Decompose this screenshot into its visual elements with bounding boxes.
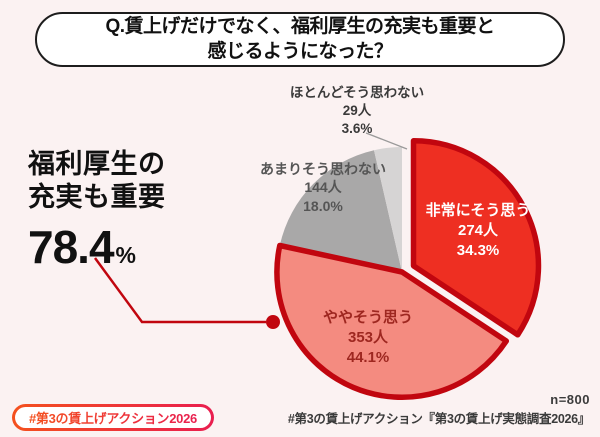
footer-source: n=800 #第3の賃上げアクション『第3の賃上げ実態調査2026』 xyxy=(288,392,590,427)
slice-name: 非常にそう思う xyxy=(425,202,531,219)
slice-pct: 3.6% xyxy=(341,120,373,136)
slice-name: あまりそう思わない xyxy=(260,161,386,177)
slice-label-somewhat-disagree: あまりそう思わない 144人 18.0% xyxy=(260,160,386,215)
pie-slice xyxy=(274,242,510,400)
slice-name: ややそう思う xyxy=(322,309,414,326)
slice-pct: 34.3% xyxy=(456,241,500,259)
small-slice-leader-line xyxy=(365,132,408,150)
highlight-percentage-unit: % xyxy=(115,241,136,268)
slice-count: 29人 xyxy=(342,102,372,118)
slice-label-strongly-agree: 非常にそう思う 274人 34.3% xyxy=(426,201,531,260)
slice-pct: 18.0% xyxy=(303,197,343,214)
hashtag-badge-label: #第3の賃上げアクション2026 xyxy=(29,408,197,427)
slice-label-somewhat-agree: ややそう思う 353人 44.1% xyxy=(323,308,413,367)
pie-slice xyxy=(279,150,402,272)
slice-name: ほとんどそう思わない xyxy=(289,85,425,100)
question-title-line1: Q.賃上げだけでなく、福利厚生の充実も重要と xyxy=(105,15,495,37)
slice-pct: 44.1% xyxy=(346,348,390,366)
slice-count: 144人 xyxy=(304,179,342,196)
slice-count: 274人 xyxy=(457,221,499,239)
highlight-leader-dot xyxy=(266,315,280,329)
pie-slice xyxy=(410,138,542,338)
sample-size-label: n=800 xyxy=(550,392,590,407)
question-title-box: Q.賃上げだけでなく、福利厚生の充実も重要と 感じるようになった？ xyxy=(35,12,565,67)
headline-line2: 充実も重要 xyxy=(28,181,166,212)
pie-overlays xyxy=(93,132,408,329)
source-citation: #第3の賃上げアクション『第3の賃上げ実態調査2026』 xyxy=(287,412,590,426)
headline-line1: 福利厚生の xyxy=(28,149,166,179)
hashtag-badge: #第3の賃上げアクション2026 xyxy=(12,404,214,431)
question-title-line2: 感じるようになった？ xyxy=(207,40,393,62)
highlight-leader-line xyxy=(93,257,266,324)
pie-slice xyxy=(374,147,402,272)
slice-count: 353人 xyxy=(347,328,389,346)
slice-label-mostly-disagree: ほとんどそう思わない 29人 3.6% xyxy=(290,84,424,137)
